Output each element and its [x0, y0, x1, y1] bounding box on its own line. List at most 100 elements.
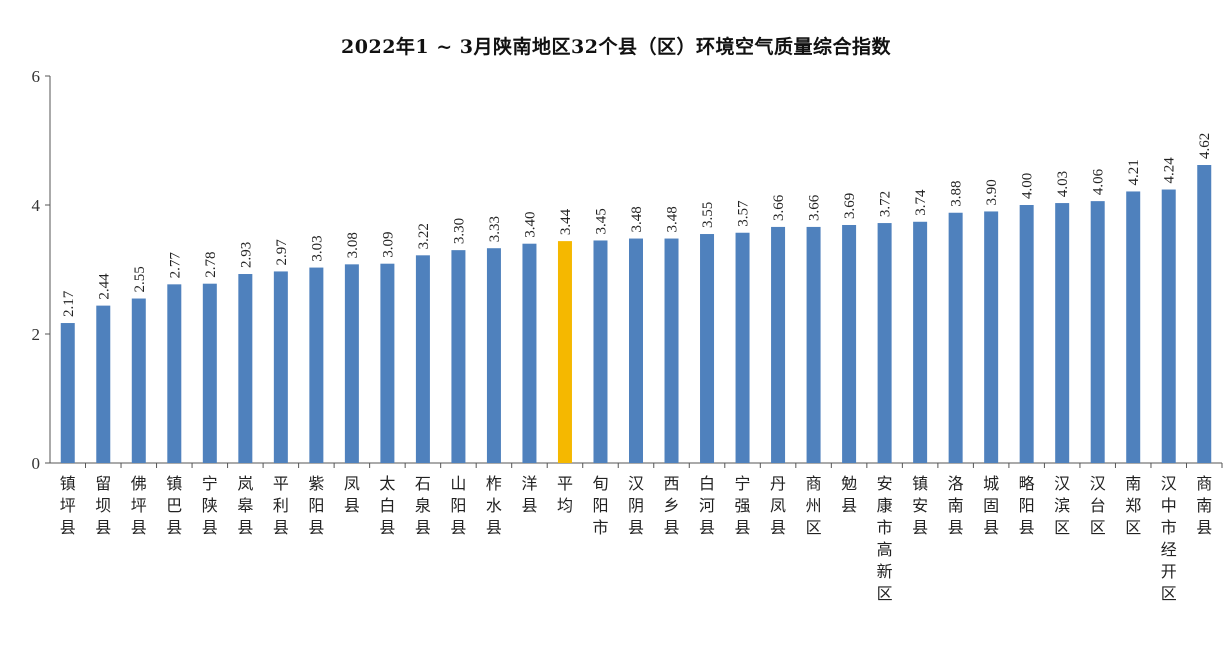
bar-value-label: 3.40	[522, 211, 538, 237]
chart-title: 2022年1 ~ 3月陕南地区32个县（区）环境空气质量综合指数	[341, 36, 891, 58]
category-label: 商南县	[1196, 474, 1212, 537]
bar-value-label: 3.90	[984, 179, 1000, 205]
bar-value-label: 3.72	[878, 191, 894, 217]
bar-value-label: 3.48	[665, 206, 681, 232]
bar-value-label: 4.03	[1055, 171, 1071, 197]
bar-value-label: 3.74	[913, 189, 929, 216]
bar-value-label: 3.44	[558, 208, 574, 235]
bar	[238, 274, 253, 463]
category-label: 宁强县	[735, 474, 751, 537]
bar	[486, 248, 501, 463]
bar	[700, 234, 715, 463]
bar-value-label: 2.97	[274, 239, 290, 266]
bar-value-label: 3.09	[380, 231, 396, 257]
bar-value-label: 3.66	[771, 194, 787, 221]
labels-layer: 2.17 镇坪县 2.44 留坝县 2.55 佛坪县 2.77 镇巴县 2.78 宁陕县 2.93 岚…	[60, 133, 1213, 603]
category-label: 平均	[557, 474, 573, 515]
bar	[451, 250, 466, 463]
bar-value-label: 2.78	[203, 251, 219, 277]
y-tick-label: 6	[32, 67, 41, 86]
bar-value-label: 3.45	[593, 208, 609, 234]
category-label: 太白县	[379, 474, 395, 537]
bar	[806, 226, 821, 463]
category-label: 汉阴县	[628, 474, 644, 537]
category-label: 商州区	[806, 474, 822, 537]
y-tick-label: 4	[32, 196, 41, 215]
bar-value-label: 4.21	[1126, 159, 1142, 185]
bar-value-label: 2.77	[167, 252, 183, 279]
bar	[1090, 201, 1105, 463]
category-label: 平利县	[273, 474, 289, 537]
bar	[664, 238, 679, 463]
bar	[1126, 191, 1141, 463]
bar	[842, 224, 857, 463]
category-label: 岚皋县	[237, 474, 253, 537]
bar-value-label: 2.17	[61, 290, 77, 317]
category-label: 留坝县	[95, 474, 111, 537]
bar-value-label: 3.48	[629, 206, 645, 232]
bar-value-label: 4.06	[1091, 168, 1107, 195]
category-label: 安康市高新区	[877, 474, 893, 603]
bar	[1161, 189, 1176, 463]
category-label: 佛坪县	[131, 474, 147, 537]
category-label: 洋县	[521, 474, 537, 515]
bar	[380, 263, 395, 463]
category-label: 凤县	[344, 474, 360, 515]
bar-average	[557, 241, 572, 463]
bar	[1055, 203, 1070, 463]
category-label: 镇巴县	[166, 474, 182, 537]
category-label: 紫阳县	[308, 474, 324, 537]
bar	[948, 212, 963, 463]
bar-value-label: 3.03	[309, 235, 325, 261]
bar-value-label: 2.44	[96, 273, 112, 300]
y-tick-label: 2	[32, 325, 41, 344]
category-label: 洛南县	[948, 474, 964, 537]
category-label: 石泉县	[415, 474, 431, 537]
bar-value-label: 4.00	[1020, 173, 1036, 199]
category-label: 汉滨区	[1054, 474, 1070, 537]
bar	[877, 223, 892, 463]
bar	[984, 211, 999, 463]
bar-value-label: 3.30	[451, 218, 467, 244]
bar	[629, 238, 643, 463]
category-label: 镇安县	[912, 474, 928, 537]
category-label: 白河县	[699, 474, 715, 537]
bar	[131, 298, 146, 463]
bar	[60, 323, 75, 463]
bar-value-label: 3.69	[842, 193, 858, 219]
bar-value-label: 3.88	[949, 180, 965, 206]
category-label: 旬阳市	[592, 474, 608, 537]
y-tick-label: 0	[32, 454, 41, 473]
bar-value-label: 3.22	[416, 223, 432, 249]
bar	[735, 232, 750, 463]
category-label: 柞水县	[486, 474, 502, 537]
bar	[1019, 205, 1034, 463]
bar	[522, 243, 537, 463]
bar-value-label: 4.62	[1197, 133, 1213, 159]
bar	[202, 283, 217, 463]
bar-value-label: 3.33	[487, 216, 503, 242]
bars-layer	[60, 165, 1212, 463]
bar-value-label: 2.93	[238, 242, 254, 268]
bar-value-label: 3.57	[736, 200, 752, 227]
category-label: 西乡县	[664, 474, 680, 537]
bar	[415, 255, 430, 463]
bar-value-label: 3.08	[345, 232, 361, 258]
bar	[913, 221, 928, 463]
bar	[593, 240, 608, 463]
category-label: 汉台区	[1090, 474, 1106, 537]
category-label: 勉县	[841, 474, 857, 515]
bar	[167, 284, 182, 463]
bar	[771, 226, 786, 463]
category-label: 南郑区	[1125, 474, 1141, 537]
bar	[344, 264, 359, 463]
bar	[1197, 165, 1212, 463]
category-label: 山阳县	[450, 474, 466, 537]
bar	[96, 305, 111, 463]
category-label: 汉中市经开区	[1161, 474, 1177, 603]
category-label: 略阳县	[1019, 474, 1035, 537]
category-label: 丹凤县	[770, 474, 786, 537]
bar	[273, 271, 288, 463]
bar-value-label: 3.55	[700, 202, 716, 228]
